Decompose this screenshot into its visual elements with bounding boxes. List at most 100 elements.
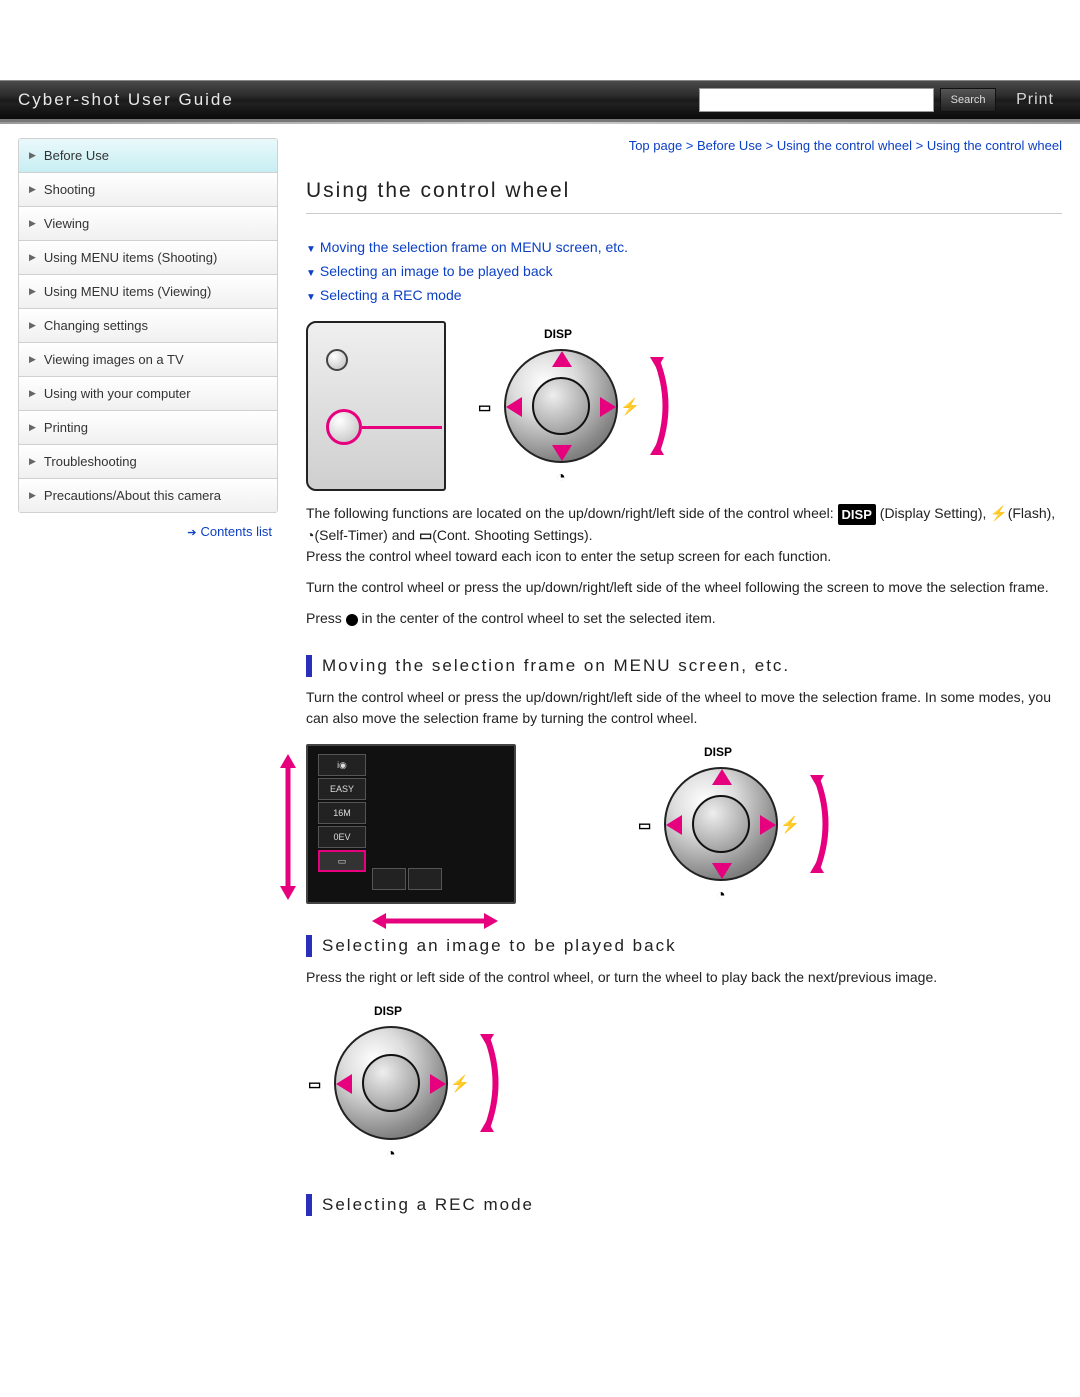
wheel-label-cont: ▭ (638, 817, 651, 834)
sidebar-item-label: Viewing (44, 216, 89, 231)
sidebar-item-tv[interactable]: ▶ Viewing images on a TV (19, 343, 277, 377)
menu-item: 0EV (318, 826, 366, 848)
sidebar-item-label: Troubleshooting (44, 454, 137, 469)
contents-list-link-wrap: ➔ Contents list (18, 513, 278, 539)
flash-icon: ⚡ (990, 505, 1007, 521)
section-bar-icon (306, 935, 312, 957)
section-body: Turn the control wheel or press the up/d… (306, 687, 1062, 729)
breadcrumb: Top page > Before Use > Using the contro… (306, 138, 1062, 153)
menu-screen-illustration: i◉ EASY 16M 0EV ▭ (306, 744, 516, 904)
vertical-arrow-icon (276, 752, 300, 905)
camera-control-wheel-icon (326, 409, 362, 445)
anchor-link-list: ▼Moving the selection frame on MENU scre… (306, 236, 1062, 307)
menu-screen-wrap: i◉ EASY 16M 0EV ▭ (306, 744, 516, 904)
section-heading: Selecting an image to be played back (306, 935, 1062, 957)
sidebar-item-label: Printing (44, 420, 88, 435)
sidebar-item-label: Using MENU items (Viewing) (44, 284, 211, 299)
anchor-link[interactable]: ▼Selecting a REC mode (306, 284, 1062, 308)
sidebar-item-troubleshooting[interactable]: ▶ Troubleshooting (19, 445, 277, 479)
sidebar-item-label: Before Use (44, 148, 109, 163)
triangle-right-icon (760, 815, 776, 835)
center-button-icon (346, 614, 358, 626)
wheel-label-flash: ⚡ (450, 1074, 470, 1094)
triangle-left-icon (506, 397, 522, 417)
chevron-down-icon: ▼ (306, 268, 316, 279)
chevron-right-icon: ▶ (29, 218, 36, 229)
site-title: Cyber-shot User Guide (18, 90, 234, 110)
sidebar-item-menu-viewing[interactable]: ▶ Using MENU items (Viewing) (19, 275, 277, 309)
cont-shooting-icon: ▭ (419, 527, 432, 543)
contents-list-link[interactable]: Contents list (200, 524, 272, 539)
section-title: Selecting an image to be played back (322, 936, 677, 956)
menu-item (408, 868, 442, 890)
section-heading: Moving the selection frame on MENU scree… (306, 655, 1062, 677)
chevron-right-icon: ▶ (29, 184, 36, 195)
wheel-label-timer: ◔ (556, 469, 566, 487)
sidebar-item-before-use[interactable]: ▶ Before Use (19, 139, 277, 173)
sidebar-item-label: Using with your computer (44, 386, 191, 401)
wheel-label-disp: DISP (374, 1004, 402, 1018)
search-input[interactable] (699, 88, 934, 112)
chevron-right-icon: ▶ (29, 388, 36, 399)
sidebar-item-label: Shooting (44, 182, 95, 197)
sidebar-item-label: Viewing images on a TV (44, 352, 184, 367)
control-wheel-diagram: DISP ◔ ▭ ⚡ (636, 739, 806, 909)
menu-diagram: i◉ EASY 16M 0EV ▭ DISP (306, 739, 1062, 909)
section-title: Moving the selection frame on MENU scree… (322, 656, 790, 676)
intro-paragraph-3: Press in the center of the control wheel… (306, 608, 1062, 629)
camera-side-illustration (306, 321, 446, 491)
sidebar-item-viewing[interactable]: ▶ Viewing (19, 207, 277, 241)
sidebar-item-printing[interactable]: ▶Printing (19, 411, 277, 445)
chevron-right-icon: ▶ (29, 354, 36, 365)
triangle-left-icon (666, 815, 682, 835)
header-bar: Cyber-shot User Guide Search Print (0, 80, 1080, 122)
breadcrumb-link[interactable]: Using the control wheel (777, 138, 912, 153)
triangle-right-icon (600, 397, 616, 417)
arrow-right-icon: ➔ (187, 527, 196, 539)
anchor-link[interactable]: ▼Selecting an image to be played back (306, 260, 1062, 284)
sidebar-item-label: Changing settings (44, 318, 148, 333)
wheel-label-disp: DISP (544, 327, 572, 341)
sidebar-item-shooting[interactable]: ▶ Shooting (19, 173, 277, 207)
nav-list: ▶Before Use ▶Shooting ▶Viewing ▶Using ME… (18, 138, 278, 513)
chevron-down-icon: ▼ (306, 244, 316, 255)
chevron-right-icon: ▶ (29, 252, 36, 263)
section-bar-icon (306, 655, 312, 677)
intro-diagram: DISP ◔ ▭ ⚡ (306, 321, 1062, 491)
control-wheel-diagram: DISP ◔ ▭ ⚡ (306, 998, 476, 1168)
wheel-label-cont: ▭ (478, 399, 491, 416)
wheel-center-icon (532, 377, 590, 435)
triangle-left-icon (336, 1074, 352, 1094)
control-wheel-diagram: DISP ◔ ▭ ⚡ (476, 321, 646, 491)
menu-item: i◉ (318, 754, 366, 776)
print-button[interactable]: Print (1008, 87, 1062, 113)
search-button[interactable]: Search (940, 88, 996, 112)
triangle-right-icon (430, 1074, 446, 1094)
menu-item (372, 868, 406, 890)
anchor-link[interactable]: ▼Moving the selection frame on MENU scre… (306, 236, 1062, 260)
sidebar-item-changing-settings[interactable]: ▶Changing settings (19, 309, 277, 343)
section-body: Press the right or left side of the cont… (306, 967, 1062, 988)
chevron-right-icon: ▶ (29, 286, 36, 297)
sidebar-item-precautions[interactable]: ▶Precautions/About this camera (19, 479, 277, 513)
menu-item: EASY (318, 778, 366, 800)
wheel-label-flash: ⚡ (780, 815, 800, 835)
rotate-arrow-icon (640, 351, 674, 461)
page-title: Using the control wheel (306, 179, 1062, 214)
wheel-label-cont: ▭ (308, 1076, 321, 1093)
wheel-label-disp: DISP (704, 745, 732, 759)
chevron-right-icon: ▶ (29, 150, 36, 161)
chevron-right-icon: ▶ (29, 456, 36, 467)
sidebar-item-menu-shooting[interactable]: ▶Using MENU items (Shooting) (19, 241, 277, 275)
section-heading: Selecting a REC mode (306, 1194, 1062, 1216)
disp-chip-icon: DISP (838, 504, 876, 526)
wheel-label-flash: ⚡ (620, 397, 640, 417)
sidebar-item-computer[interactable]: ▶ Using with your computer (19, 377, 277, 411)
menu-item-selected: ▭ (318, 850, 366, 872)
rotate-arrow-icon (800, 769, 834, 879)
rotate-arrow-icon (470, 1028, 504, 1138)
breadcrumb-link[interactable]: Using the control wheel (927, 138, 1062, 153)
breadcrumb-link[interactable]: Top page (629, 138, 683, 153)
breadcrumb-link[interactable]: Before Use (697, 138, 762, 153)
sidebar: ▶Before Use ▶Shooting ▶Viewing ▶Using ME… (18, 138, 278, 1226)
